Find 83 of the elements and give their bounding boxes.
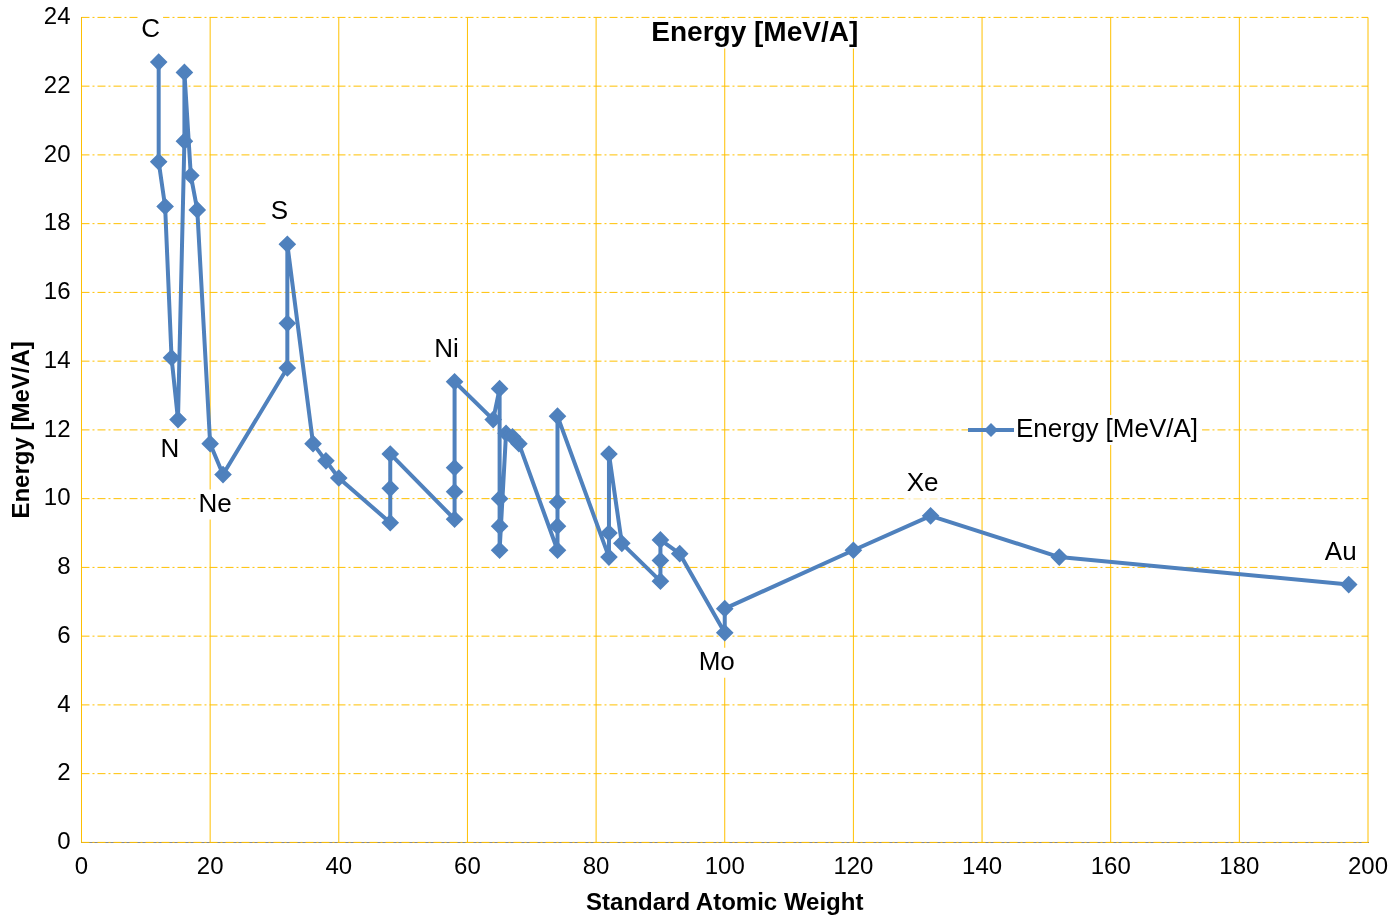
point — [330, 470, 347, 487]
point — [169, 411, 186, 428]
point — [549, 542, 566, 559]
point — [485, 411, 502, 428]
annotation: Ne — [198, 487, 232, 518]
annotation: S — [270, 195, 289, 226]
point — [157, 198, 174, 215]
x-tick-label: 20 — [196, 852, 224, 880]
point — [491, 542, 508, 559]
y-axis-title: Energy [MeV/A] — [7, 341, 35, 519]
point — [549, 408, 566, 425]
y-tick-label: 6 — [57, 620, 71, 648]
x-tick-label: 60 — [454, 852, 481, 880]
point — [491, 490, 508, 507]
x-tick-label: 200 — [1347, 852, 1389, 880]
point — [613, 535, 630, 552]
y-tick-label: 18 — [43, 208, 71, 236]
annotation: Xe — [906, 467, 939, 498]
x-tick-label: 140 — [962, 852, 1003, 880]
point — [382, 514, 399, 531]
x-axis-title: Standard Atomic Weight — [586, 888, 864, 916]
point — [163, 349, 180, 366]
y-tick-label: 12 — [43, 414, 71, 442]
point — [652, 552, 669, 569]
point — [671, 545, 688, 562]
point — [716, 624, 733, 641]
point — [1340, 576, 1357, 593]
point — [600, 549, 617, 566]
point — [549, 518, 566, 535]
x-tick-label: 80 — [582, 852, 610, 880]
point — [176, 133, 193, 150]
x-tick-label: 160 — [1090, 852, 1131, 880]
annotation: Ni — [434, 332, 459, 363]
annotation: Au — [1324, 535, 1357, 566]
point — [382, 480, 399, 497]
point — [1051, 549, 1068, 566]
annotation: Mo — [698, 645, 735, 676]
point — [279, 360, 296, 377]
point — [600, 445, 617, 462]
point — [652, 573, 669, 590]
y-tick-label: 24 — [43, 2, 71, 30]
point — [549, 494, 566, 511]
point — [446, 483, 463, 500]
y-tick-label: 2 — [57, 758, 71, 786]
point — [176, 64, 193, 81]
point — [510, 435, 527, 452]
point — [446, 511, 463, 528]
x-tick-label: 120 — [833, 852, 874, 880]
point — [491, 518, 508, 535]
legend-label: Energy [MeV/A] — [1016, 413, 1199, 444]
y-tick-label: 0 — [57, 827, 71, 855]
x-tick-label: 100 — [704, 852, 745, 880]
point — [446, 373, 463, 390]
y-tick-label: 14 — [43, 345, 71, 373]
y-tick-label: 20 — [43, 139, 71, 167]
chart-title: Energy [MeV/A] — [651, 16, 859, 48]
y-tick-label: 16 — [43, 277, 71, 305]
x-tick-label: 0 — [74, 852, 89, 880]
y-tick-label: 10 — [43, 483, 71, 511]
annotation: C — [141, 13, 161, 44]
point — [922, 507, 939, 524]
annotation: N — [160, 432, 180, 463]
y-tick-label: 8 — [57, 552, 71, 580]
point — [382, 445, 399, 462]
point — [845, 542, 862, 559]
point — [279, 315, 296, 332]
point — [317, 452, 334, 469]
point — [202, 435, 219, 452]
x-tick-label: 40 — [325, 852, 353, 880]
point — [491, 380, 508, 397]
y-tick-label: 4 — [57, 689, 71, 717]
x-tick-label: 180 — [1219, 852, 1260, 880]
point — [305, 435, 322, 452]
point — [150, 153, 167, 170]
point — [189, 201, 206, 218]
point — [716, 600, 733, 617]
point — [150, 54, 167, 71]
y-tick-label: 22 — [43, 70, 71, 98]
point — [279, 236, 296, 253]
point — [600, 525, 617, 542]
point — [446, 459, 463, 476]
point — [652, 531, 669, 548]
point — [215, 466, 232, 483]
